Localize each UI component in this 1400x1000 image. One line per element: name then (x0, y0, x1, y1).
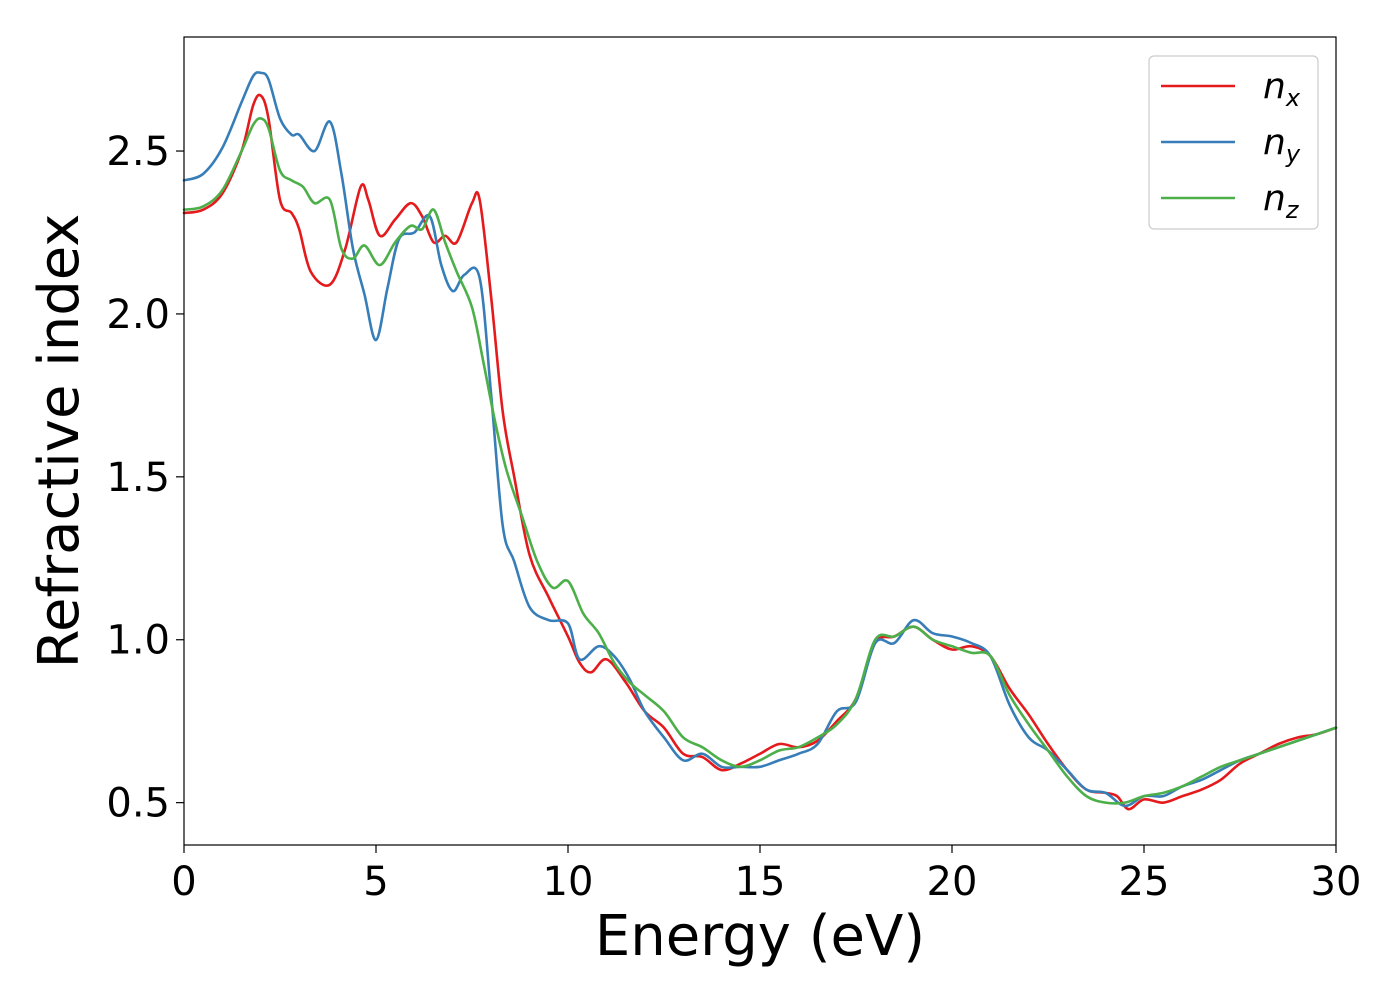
y-tick-label: 1.0 (106, 618, 170, 664)
series-line-ny (182, 71, 1338, 808)
legend-label-ny: ny (1263, 122, 1301, 168)
x-axis-ticks: 0 5 10 15 20 25 30 (171, 845, 1361, 905)
x-tick-label: 25 (1119, 859, 1170, 905)
legend-label-nx: nx (1263, 66, 1301, 112)
y-tick-label: 2.0 (106, 292, 170, 338)
x-tick-label: 30 (1311, 859, 1362, 905)
y-tick-label: 2.5 (106, 129, 170, 175)
x-tick-label: 0 (171, 859, 196, 905)
y-axis-ticks: 0.5 1.0 1.5 2.0 2.5 (106, 129, 184, 827)
y-tick-label: 1.5 (106, 455, 170, 501)
x-tick-label: 20 (927, 859, 978, 905)
x-tick-label: 10 (543, 859, 594, 905)
series-layer (182, 71, 1338, 811)
series-line-nz (182, 117, 1338, 805)
y-tick-label: 0.5 (106, 781, 170, 827)
x-tick-label: 5 (363, 859, 388, 905)
y-axis-label: Refractive index (27, 214, 92, 669)
legend-label-nz: nz (1263, 178, 1300, 224)
x-tick-label: 15 (735, 859, 786, 905)
legend: nx ny nz (1148, 55, 1319, 230)
x-axis-label: Energy (eV) (595, 904, 925, 969)
